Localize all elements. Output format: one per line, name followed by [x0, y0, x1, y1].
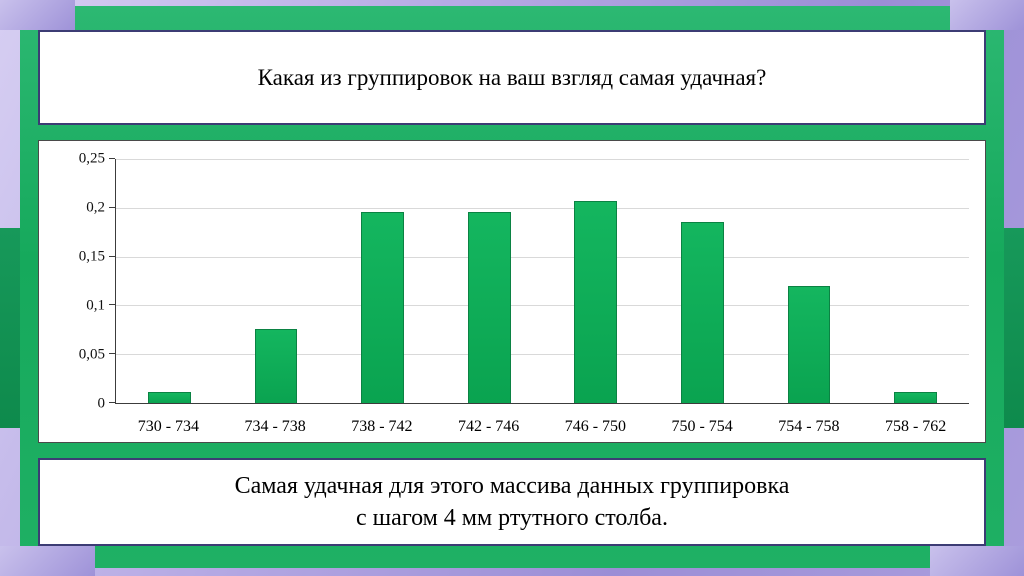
y-axis-tick — [109, 206, 115, 208]
y-axis: 0 0,05 0,1 0,15 0,2 0,25 — [49, 151, 115, 411]
x-axis-label: 754 - 758 — [778, 418, 840, 435]
y-axis-label: 0,15 — [78, 248, 105, 265]
y-axis-label: 0,1 — [86, 297, 105, 314]
bar — [254, 328, 298, 403]
bar — [361, 211, 404, 403]
decorative-corner-top-right — [950, 0, 1024, 30]
y-axis-label: 0,25 — [78, 150, 105, 167]
decorative-corner-top-left — [0, 0, 75, 30]
gridlines — [109, 158, 969, 403]
caption-line-1: Самая удачная для этого массива данных г… — [234, 472, 790, 499]
axis-corner-spacer — [49, 404, 115, 436]
y-axis-tick — [109, 255, 115, 257]
bar-slot — [543, 159, 650, 403]
y-axis-label: 0 — [97, 395, 106, 412]
x-axis-label: 734 - 738 — [244, 418, 306, 435]
gridline — [116, 207, 969, 209]
bar-slot — [862, 159, 969, 403]
bar — [787, 285, 831, 403]
bar — [681, 222, 724, 403]
bar-slot — [223, 159, 330, 403]
bar — [467, 211, 511, 403]
bar-slot — [329, 159, 436, 403]
title-box: Какая из группировок на ваш взгляд самая… — [38, 30, 986, 125]
y-axis-label: 0,2 — [86, 199, 105, 216]
bar-slot — [436, 159, 543, 403]
gridline — [116, 159, 969, 160]
y-axis-tick — [109, 304, 115, 306]
plot-area — [109, 158, 969, 404]
gridline — [116, 256, 969, 258]
y-axis-tick — [109, 158, 115, 159]
x-axis-label: 742 - 746 — [457, 418, 520, 435]
slide-title: Какая из группировок на ваш взгляд самая… — [257, 64, 767, 90]
x-axis-label: 746 - 750 — [564, 418, 627, 435]
decorative-corner-bottom-right — [930, 546, 1024, 576]
chart-panel: 0 0,05 0,1 0,15 0,2 0,25 730 - 734 734 - 738 73… — [38, 140, 986, 443]
gridline — [116, 354, 969, 356]
bars — [116, 159, 969, 403]
bar-slot — [756, 159, 863, 403]
caption-box: Самая удачная для этого массива данных г… — [38, 458, 986, 546]
x-axis-label: 738 - 742 — [351, 418, 413, 435]
x-axis-labels: 730 - 734 734 - 738 738 - 742 742 - 746 746 … — [115, 404, 969, 436]
bar — [147, 392, 191, 403]
x-axis-label: 758 - 762 — [884, 418, 947, 435]
decorative-left-edge — [0, 228, 20, 428]
x-axis-label: 730 - 734 — [137, 418, 200, 435]
y-axis-label: 0,05 — [78, 346, 105, 363]
x-axis-label: 750 - 754 — [671, 418, 733, 435]
decorative-right-edge — [1004, 228, 1024, 428]
caption-line-2: с шагом 4 мм ртутного столба. — [356, 505, 668, 531]
bar-slot — [649, 159, 756, 403]
y-axis-tick — [109, 353, 115, 355]
decorative-corner-bottom-left — [0, 546, 95, 576]
bar-chart: 0 0,05 0,1 0,15 0,2 0,25 730 - 734 734 - 738 73… — [49, 151, 969, 436]
bar — [574, 200, 618, 403]
bar — [894, 392, 937, 403]
gridline — [116, 305, 969, 307]
y-axis-tick — [109, 402, 115, 403]
bar-slot — [116, 159, 223, 403]
